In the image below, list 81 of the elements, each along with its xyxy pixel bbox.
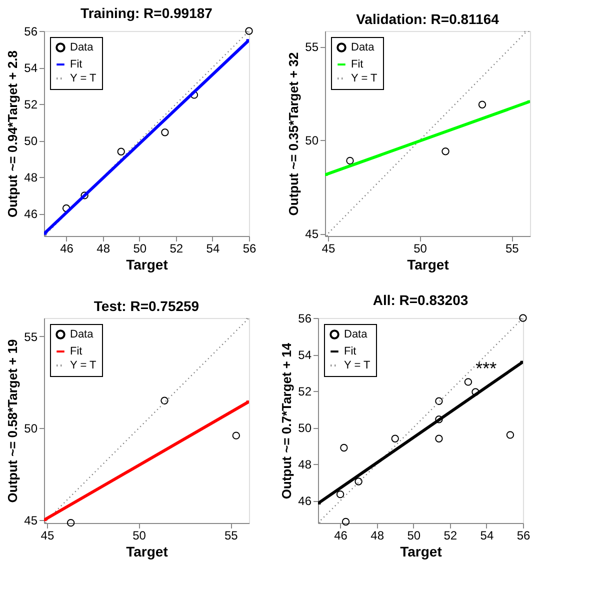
y-tick-label: 46: [298, 494, 312, 508]
y-tick-label: 45: [24, 514, 38, 528]
x-tick-label: 45: [322, 242, 336, 256]
point: [354, 478, 362, 486]
x-tick-label: 48: [96, 242, 110, 256]
point: [66, 518, 75, 527]
x-tick-label: 48: [370, 528, 384, 542]
y-tick-label: 52: [24, 98, 38, 112]
legend-label: Data: [70, 42, 94, 54]
point: [435, 416, 443, 424]
chart-title: All: R=0.83203: [372, 292, 468, 308]
legend-label: Fit: [351, 58, 364, 70]
point: [472, 388, 480, 396]
point: [232, 432, 240, 440]
y-axis-title: Output ~= 0.94*Target + 2.8: [5, 50, 20, 218]
chart-title: Test: R=0.75259: [94, 298, 200, 314]
x-tick-label: 52: [170, 242, 184, 256]
x-tick-label: 46: [334, 528, 348, 542]
y-axis-title: Output ~= 0.7*Target + 14: [279, 342, 294, 500]
legend-label: Y = T: [70, 360, 96, 372]
legend-label: Y = T: [344, 360, 370, 372]
point: [442, 148, 450, 156]
x-tick-label: 54: [480, 528, 494, 542]
y-tick-label: 52: [298, 384, 312, 399]
point: [435, 397, 443, 405]
x-axis-title: Target: [407, 256, 450, 272]
point: [161, 128, 169, 136]
x-tick-label: 56: [242, 242, 256, 256]
y-tick-label: 46: [24, 207, 38, 222]
x-axis-title: Target: [400, 544, 442, 560]
legend-label: Y = T: [70, 72, 96, 84]
x-axis-title: Target: [126, 544, 168, 560]
point: [342, 518, 350, 526]
y-axis-title: Output ~= 0.58*Target + 19: [5, 339, 20, 503]
point: [336, 490, 344, 498]
legend-label: Fit: [70, 58, 82, 70]
point: [506, 431, 514, 439]
x-tick-label: 50: [133, 242, 147, 256]
legend-label: Data: [70, 328, 94, 340]
y-axis-title: Output ~= 0.35*Target + 32: [286, 52, 302, 216]
y-tick-label: 50: [305, 134, 319, 148]
x-tick-label: 50: [132, 528, 146, 542]
legend-label: Data: [351, 42, 376, 54]
point: [346, 156, 354, 165]
x-tick-label: 46: [60, 242, 74, 256]
legend-label: Fit: [344, 346, 356, 358]
y-tick-label: 50: [24, 422, 38, 436]
point: [478, 100, 486, 108]
legend-label: Fit: [70, 346, 82, 358]
y-tick-label: 48: [298, 458, 312, 472]
point: [435, 434, 443, 442]
point: [160, 396, 168, 405]
legend-label: Y = T: [351, 72, 378, 84]
y-tick-label: 48: [24, 170, 38, 185]
point: [80, 192, 88, 200]
x-tick-label: 50: [407, 528, 421, 542]
y-tick-label: 45: [305, 227, 319, 242]
x-tick-label: 52: [444, 528, 458, 542]
x-tick-label: 56: [516, 528, 530, 542]
point: [340, 444, 348, 452]
y-tick-label: 54: [298, 348, 312, 362]
y-tick-label: 50: [298, 421, 312, 436]
annotation: ***: [476, 358, 497, 378]
x-tick-label: 54: [206, 242, 220, 256]
x-tick-label: 45: [40, 528, 54, 542]
point: [391, 434, 399, 442]
legend-label: Data: [344, 328, 368, 340]
point: [464, 378, 472, 386]
y-tick-label: 55: [24, 330, 38, 344]
y-tick-label: 56: [298, 312, 312, 326]
x-tick-label: 55: [505, 242, 520, 256]
y-tick-label: 50: [24, 134, 38, 148]
chart-title: Validation: R=0.81164: [356, 11, 500, 27]
point: [117, 148, 125, 156]
y-tick-label: 56: [24, 24, 38, 38]
x-axis-title: Target: [126, 256, 168, 272]
chart-title: Training: R=0.99187: [80, 5, 213, 21]
y-tick-label: 55: [305, 40, 319, 54]
x-tick-label: 50: [414, 242, 428, 256]
y-tick-label: 54: [24, 61, 38, 76]
x-tick-label: 55: [224, 528, 238, 542]
